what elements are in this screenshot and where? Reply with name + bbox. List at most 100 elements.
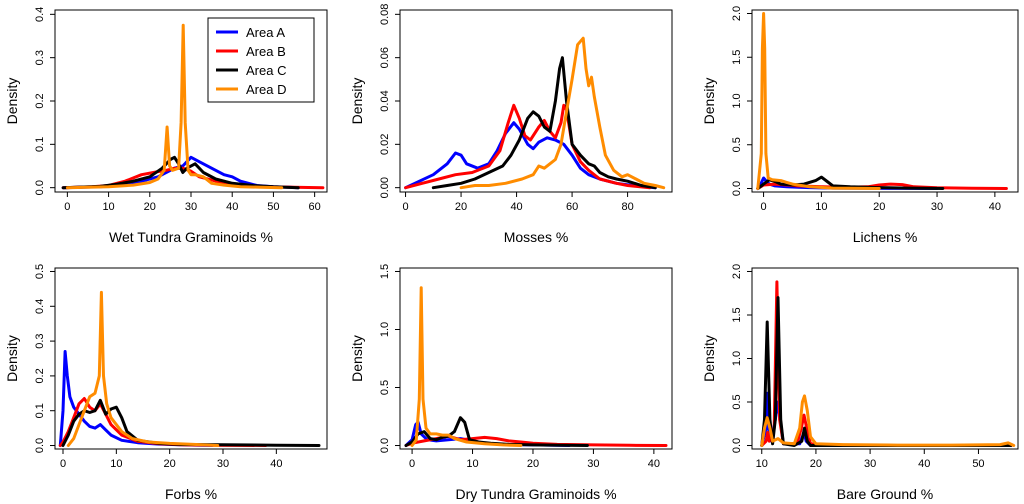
x-tick-label: 20 [144, 201, 156, 213]
legend-label: Area B [246, 44, 286, 59]
x-tick-label: 40 [270, 458, 282, 470]
y-tick-label: 0.0 [731, 438, 743, 453]
x-tick-label: 10 [110, 458, 122, 470]
y-tick-label: 0.3 [34, 333, 46, 348]
x-tick-label: 30 [217, 458, 229, 470]
y-tick-label: 0.5 [379, 380, 391, 395]
y-axis-title: Density [701, 78, 717, 125]
y-tick-label: 2.0 [731, 6, 743, 21]
series-line-area-d [459, 36, 666, 190]
x-tick-label: 20 [810, 458, 822, 470]
x-tick-label: 30 [864, 458, 876, 470]
y-tick-label: 2.0 [731, 264, 743, 279]
panel-6: 10 20 30 40 50 0.0 0.5 1.0 1.5 2.0 Bare Ground % De… [701, 264, 1019, 502]
x-tick-label: 30 [587, 458, 599, 470]
x-tick-label: 20 [527, 458, 539, 470]
x-tick-label: 60 [566, 201, 578, 213]
series-line-area-d [410, 286, 523, 447]
x-tick-label: 20 [164, 458, 176, 470]
series-line-area-c [61, 155, 300, 190]
y-tick-label: 1.0 [379, 322, 391, 337]
y-tick-label: 0.5 [731, 394, 743, 409]
x-axis-title: Forbs % [165, 486, 217, 502]
y-tick-label: 0.3 [34, 50, 46, 65]
y-tick-label: 1.0 [731, 351, 743, 366]
x-tick-label: 80 [621, 201, 633, 213]
y-axis-title: Density [701, 335, 717, 382]
legend-label: Area C [246, 63, 286, 78]
y-tick-label: 1.5 [379, 264, 391, 279]
x-tick-label: 30 [931, 201, 943, 213]
y-tick-label: 0.4 [34, 7, 46, 22]
series-line-area-c [61, 398, 321, 447]
plot-frame [399, 267, 673, 450]
panel-5: 0 10 20 30 40 0.0 0.5 1.0 1.5 Dry Tundra Graminoi… [349, 264, 673, 502]
y-tick-label: 0.08 [379, 4, 391, 25]
x-tick-label: 0 [409, 458, 415, 470]
y-axis-title: Density [4, 78, 20, 125]
y-tick-label: 0.0 [34, 180, 46, 195]
x-tick-label: 20 [873, 201, 885, 213]
y-tick-label: 0.0 [379, 438, 391, 453]
series-line-area-d [756, 12, 881, 190]
series-line-area-a [61, 155, 300, 190]
panel-2: 0 20 40 60 80 0.00 0.02 0.04 0.06 0.08 Mosses % Den… [349, 4, 673, 245]
x-tick-label: 40 [918, 458, 930, 470]
x-tick-label: 10 [815, 201, 827, 213]
y-tick-label: 0.00 [379, 177, 391, 198]
x-tick-label: 40 [226, 201, 238, 213]
series-line-area-c [431, 56, 657, 190]
x-tick-label: 0 [402, 201, 408, 213]
plot-frame [751, 9, 1019, 193]
y-tick-label: 1.0 [731, 93, 743, 108]
x-axis-title: Wet Tundra Graminoids % [109, 229, 273, 245]
y-tick-label: 0.1 [34, 137, 46, 152]
x-axis-title: Lichens % [853, 229, 918, 245]
x-axis-title: Mosses % [504, 229, 569, 245]
y-tick-label: 0.02 [379, 134, 391, 155]
x-tick-label: 50 [267, 201, 279, 213]
y-tick-label: 0.0 [731, 181, 743, 196]
legend: Area A Area B Area C Area D [207, 17, 315, 103]
x-tick-label: 10 [102, 201, 114, 213]
y-axis-title: Density [349, 335, 365, 382]
plot-frame [54, 267, 328, 450]
legend-label: Area D [246, 82, 286, 97]
y-axis-title: Density [4, 335, 20, 382]
series-line-area-d [66, 290, 220, 447]
series-line-area-d [760, 394, 1016, 447]
y-axis-title: Density [349, 78, 365, 125]
x-tick-label: 0 [60, 458, 66, 470]
x-tick-label: 60 [309, 201, 321, 213]
y-tick-label: 0.2 [34, 368, 46, 383]
x-tick-label: 20 [455, 201, 467, 213]
x-tick-label: 30 [185, 201, 197, 213]
x-axis-title: Dry Tundra Graminoids % [455, 486, 616, 502]
panel-4: 0 10 20 30 40 0.0 0.1 0.2 0.3 0.4 0.5 Forbs % Densit… [4, 264, 328, 502]
plot-frame [399, 9, 673, 193]
y-tick-label: 0.06 [379, 47, 391, 68]
x-tick-label: 10 [756, 458, 768, 470]
x-tick-label: 40 [510, 201, 522, 213]
y-tick-label: 1.5 [731, 50, 743, 65]
y-tick-label: 0.04 [379, 90, 391, 111]
series-line-area-c [760, 296, 1013, 447]
legend-label: Area A [246, 25, 285, 40]
x-tick-label: 10 [466, 458, 478, 470]
panel-1: 0 10 20 30 40 50 60 0.0 0.1 0.2 0.3 0.4 Wet Tundra G… [4, 7, 328, 245]
y-tick-label: 0.5 [34, 264, 46, 279]
series-line-area-a [404, 121, 657, 190]
x-tick-label: 0 [761, 201, 767, 213]
x-tick-label: 0 [64, 201, 70, 213]
y-tick-label: 0.0 [34, 438, 46, 453]
y-tick-label: 0.1 [34, 403, 46, 418]
y-tick-label: 1.5 [731, 307, 743, 322]
x-tick-label: 50 [972, 458, 984, 470]
x-tick-label: 40 [648, 458, 660, 470]
y-tick-label: 0.5 [731, 137, 743, 152]
y-tick-label: 0.4 [34, 299, 46, 314]
series-line-area-b [58, 397, 268, 447]
plot-frame [751, 267, 1019, 450]
series-line-area-d [65, 23, 284, 190]
